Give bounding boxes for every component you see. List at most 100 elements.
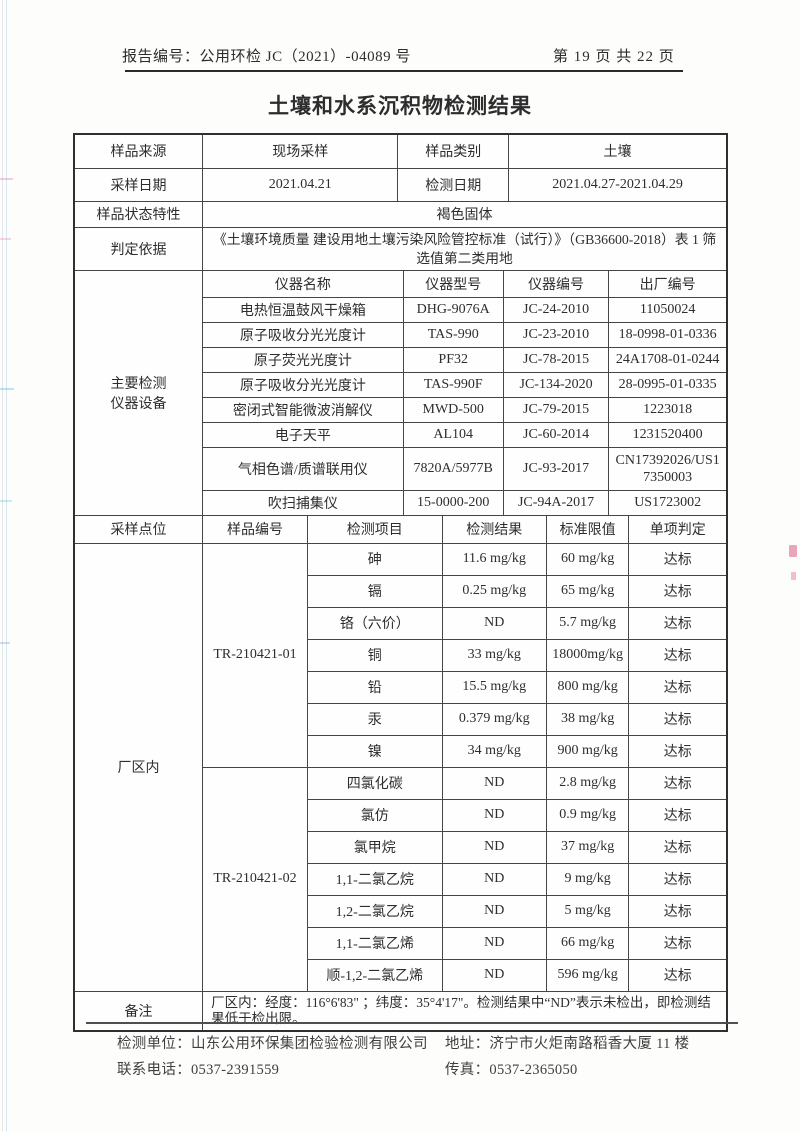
column-header-item-judgement: 单项判定 bbox=[628, 516, 726, 544]
test-result: ND bbox=[442, 831, 547, 864]
column-header-standard-limit: 标准限值 bbox=[546, 516, 630, 544]
table-row: 样品来源 现场采样 样品类别 土壤 bbox=[75, 135, 726, 169]
instrument-no: JC-23-2010 bbox=[503, 322, 610, 348]
test-result: 0.379 mg/kg bbox=[442, 703, 547, 736]
ink-bleed-mark bbox=[789, 545, 797, 557]
instrument-no: JC-93-2017 bbox=[503, 447, 610, 491]
test-result: ND bbox=[442, 895, 547, 928]
instrument-name: 原子吸收分光光度计 bbox=[202, 322, 404, 348]
instruments-table: 主要检测 仪器设备 仪器名称 仪器型号 仪器编号 出厂编号 电热恒温鼓风干燥箱 … bbox=[75, 270, 726, 516]
instrument-name: 密闭式智能微波消解仪 bbox=[202, 397, 404, 423]
criterion-label: 判定依据 bbox=[75, 227, 204, 271]
standard-limit: 65 mg/kg bbox=[546, 575, 630, 608]
standard-limit: 38 mg/kg bbox=[546, 703, 630, 736]
item-judgement: 达标 bbox=[628, 927, 726, 960]
test-item: 1,2-二氯乙烷 bbox=[307, 895, 443, 928]
criterion-value: 《土壤环境质量 建设用地土壤污染风险管控标准（试行）》（GB36600-2018… bbox=[202, 227, 726, 271]
footer-test-unit: 检测单位：山东公用环保集团检验检测有限公司 bbox=[117, 1036, 428, 1052]
table-row: 主要检测 仪器设备 仪器名称 仪器型号 仪器编号 出厂编号 bbox=[75, 270, 726, 516]
item-judgement: 达标 bbox=[628, 799, 726, 832]
instrument-no: JC-79-2015 bbox=[503, 397, 610, 423]
column-header-sample-id: 样品编号 bbox=[202, 516, 308, 544]
table-row: 镍 34 mg/kg 900 mg/kg 达标 bbox=[75, 735, 726, 768]
test-item: 铬（六价） bbox=[307, 607, 443, 640]
instrument-name: 气相色谱/质谱联用仪 bbox=[202, 447, 404, 491]
item-judgement: 达标 bbox=[628, 863, 726, 896]
footer-address: 地址：济宁市火炬南路稻香大厦 11 楼 bbox=[445, 1036, 690, 1052]
standard-limit: 66 mg/kg bbox=[546, 927, 630, 960]
table-row: 汞 0.379 mg/kg 38 mg/kg 达标 bbox=[75, 703, 726, 736]
instrument-no: JC-24-2010 bbox=[503, 297, 610, 323]
table-row: TR-210421-02 四氯化碳 ND 2.8 mg/kg 达标 bbox=[75, 767, 726, 992]
standard-limit: 5 mg/kg bbox=[546, 895, 630, 928]
scan-edge-artifact bbox=[0, 388, 14, 390]
table-row: 氯仿 ND 0.9 mg/kg 达标 bbox=[75, 799, 726, 832]
column-header-instrument-name: 仪器名称 bbox=[202, 270, 404, 298]
standard-limit: 37 mg/kg bbox=[546, 831, 630, 864]
scan-edge-artifact bbox=[0, 642, 10, 644]
test-result: 0.25 mg/kg bbox=[442, 575, 547, 608]
standard-limit: 596 mg/kg bbox=[546, 959, 630, 992]
factory-no: US1723002 bbox=[608, 490, 726, 516]
test-item: 氯甲烷 bbox=[307, 831, 443, 864]
test-item: 1,1-二氯乙烯 bbox=[307, 927, 443, 960]
table-row: 铬（六价） ND 5.7 mg/kg 达标 bbox=[75, 607, 726, 640]
item-judgement: 达标 bbox=[628, 639, 726, 672]
sample1-id: TR-210421-01 bbox=[202, 543, 308, 768]
test-date-label: 检测日期 bbox=[397, 168, 510, 202]
test-item: 四氯化碳 bbox=[307, 767, 443, 800]
instrument-name: 电热恒温鼓风干燥箱 bbox=[202, 297, 404, 323]
standard-limit: 5.7 mg/kg bbox=[546, 607, 630, 640]
test-result: ND bbox=[442, 959, 547, 992]
results-table: 采样点位 样品编号 检测项目 检测结果 标准限值 单项判定 厂区内 TR-210… bbox=[75, 516, 726, 1030]
instrument-no: JC-78-2015 bbox=[503, 347, 610, 373]
test-result: 33 mg/kg bbox=[442, 639, 547, 672]
scan-edge-artifact bbox=[6, 0, 7, 1131]
item-judgement: 达标 bbox=[628, 895, 726, 928]
sample2-id: TR-210421-02 bbox=[202, 767, 308, 992]
item-judgement: 达标 bbox=[628, 575, 726, 608]
table-row: 样品状态特性 褐色固体 bbox=[75, 201, 726, 228]
header-rule bbox=[125, 70, 683, 72]
table-row: 顺-1,2-二氯乙烯 ND 596 mg/kg 达标 bbox=[75, 959, 726, 992]
standard-limit: 800 mg/kg bbox=[546, 671, 630, 704]
item-judgement: 达标 bbox=[628, 703, 726, 736]
table-row: 判定依据 《土壤环境质量 建设用地土壤污染风险管控标准（试行）》（GB36600… bbox=[75, 227, 726, 271]
table-row: 1,1-二氯乙烷 ND 9 mg/kg 达标 bbox=[75, 863, 726, 896]
item-judgement: 达标 bbox=[628, 671, 726, 704]
test-item: 镉 bbox=[307, 575, 443, 608]
factory-no: 28-0995-01-0335 bbox=[608, 372, 726, 398]
standard-limit: 18000mg/kg bbox=[546, 639, 630, 672]
table-row: 密闭式智能微波消解仪 MWD-500 JC-79-2015 1223018 bbox=[75, 397, 726, 423]
factory-no: CN17392026/US17350003 bbox=[608, 447, 726, 491]
test-result: ND bbox=[442, 863, 547, 896]
sample-state-value: 褐色固体 bbox=[202, 201, 726, 228]
table-row: 厂区内 TR-210421-01 砷 11.6 mg/kg 60 mg/kg 达… bbox=[75, 543, 726, 992]
factory-no: 24A1708-01-0244 bbox=[608, 347, 726, 373]
instrument-model: 7820A/5977B bbox=[403, 447, 504, 491]
item-judgement: 达标 bbox=[628, 831, 726, 864]
sample-type-value: 土壤 bbox=[508, 135, 726, 169]
instrument-name: 原子吸收分光光度计 bbox=[202, 372, 404, 398]
factory-no: 1231520400 bbox=[608, 422, 726, 448]
item-judgement: 达标 bbox=[628, 767, 726, 800]
report-table: 样品来源 现场采样 样品类别 土壤 采样日期 2021.04.21 检测日期 2… bbox=[73, 133, 728, 1032]
scan-edge-artifact bbox=[0, 238, 11, 240]
standard-limit: 900 mg/kg bbox=[546, 735, 630, 768]
test-item: 铜 bbox=[307, 639, 443, 672]
scan-edge-artifact bbox=[2, 0, 3, 1131]
table-row: 采样点位 样品编号 检测项目 检测结果 标准限值 单项判定 bbox=[75, 516, 726, 544]
instrument-name: 原子荧光光度计 bbox=[202, 347, 404, 373]
table-row: 铅 15.5 mg/kg 800 mg/kg 达标 bbox=[75, 671, 726, 704]
item-judgement: 达标 bbox=[628, 607, 726, 640]
sampling-date-label: 采样日期 bbox=[75, 168, 204, 202]
instrument-name: 吹扫捕集仪 bbox=[202, 490, 404, 516]
test-item: 汞 bbox=[307, 703, 443, 736]
table-row: 原子吸收分光光度计 TAS-990 JC-23-2010 18-0998-01-… bbox=[75, 322, 726, 348]
report-number: 报告编号：公用环检 JC（2021）-04089 号 bbox=[122, 49, 411, 65]
sample-info-table: 样品来源 现场采样 样品类别 土壤 采样日期 2021.04.21 检测日期 2… bbox=[75, 135, 726, 271]
page-title: 土壤和水系沉积物检测结果 bbox=[268, 94, 532, 118]
factory-no: 1223018 bbox=[608, 397, 726, 423]
standard-limit: 2.8 mg/kg bbox=[546, 767, 630, 800]
